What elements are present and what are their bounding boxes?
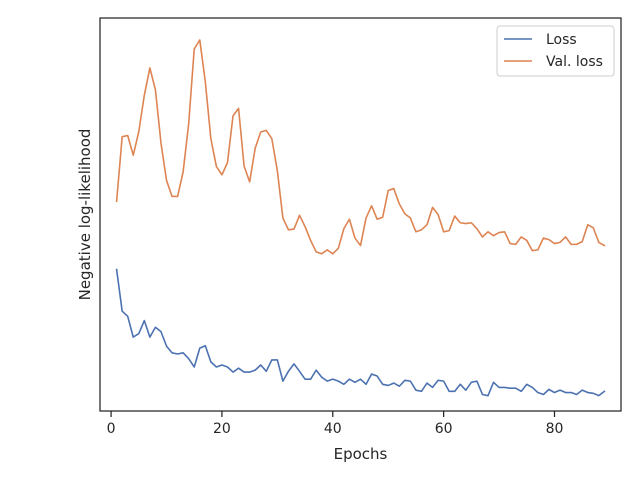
x-axis-label: Epochs (334, 445, 388, 463)
plot-background (100, 18, 621, 411)
series-line-val-loss (115, 39, 606, 255)
x-tick-label: 80 (546, 421, 564, 437)
x-tick-label: 60 (435, 421, 453, 437)
legend: Loss Val. loss (496, 25, 615, 77)
x-tick-label: 0 (107, 421, 116, 437)
x-axis-ticks: 0 20 40 60 80 (107, 411, 564, 437)
legend-label: Loss (546, 32, 577, 48)
series-layer (115, 39, 606, 397)
x-tick-label: 20 (213, 421, 231, 437)
y-axis-label: Negative log-likelihood (76, 129, 94, 301)
series-line-loss (115, 268, 606, 397)
x-tick-label: 40 (324, 421, 342, 437)
legend-label: Val. loss (546, 54, 603, 70)
plot-frame (99, 17, 622, 412)
